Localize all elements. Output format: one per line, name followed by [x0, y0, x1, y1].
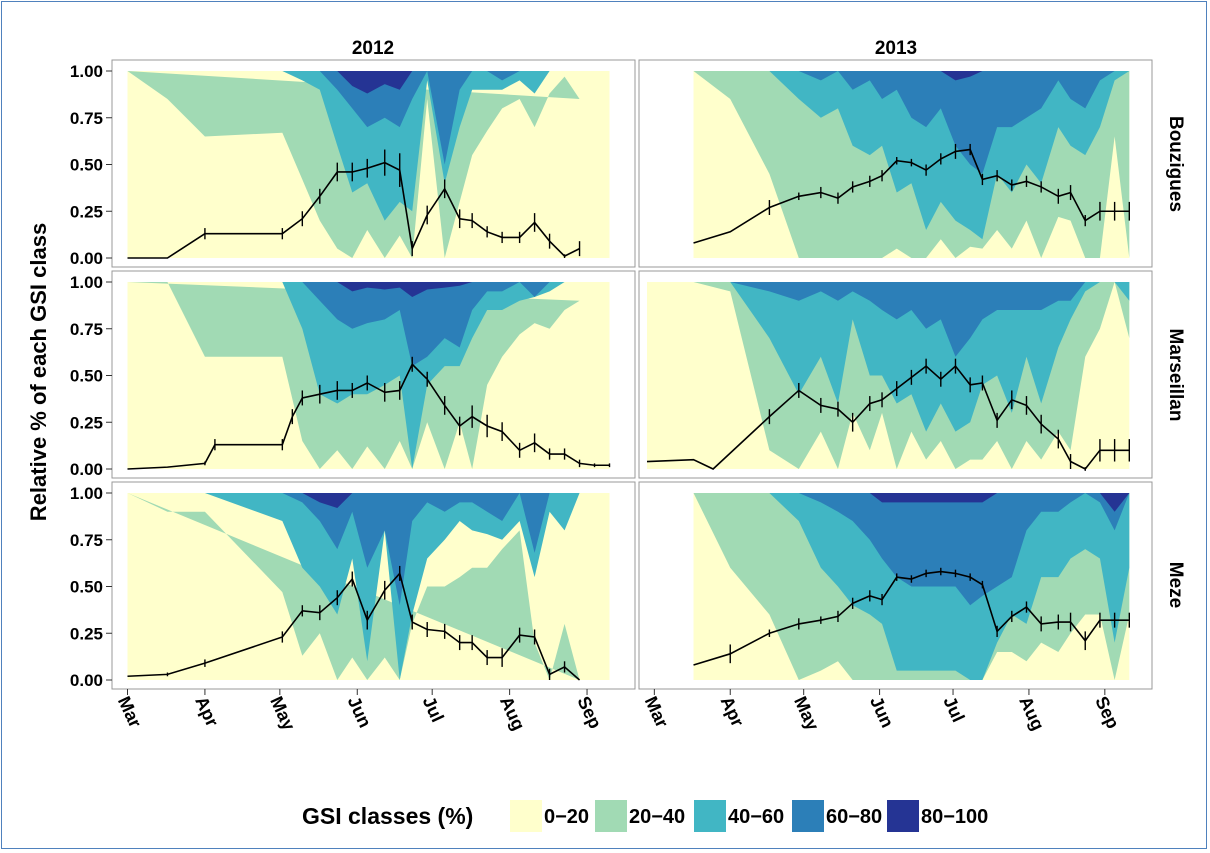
area-class-60-80 [647, 282, 1130, 357]
y-tick-label: 0.00 [70, 249, 103, 268]
year-strip-2012: 2012 [352, 38, 394, 59]
y-tick-label: 1.00 [70, 62, 103, 81]
mean-gsi-line [693, 148, 1130, 244]
area-class-20-40 [127, 493, 580, 680]
panel-2013-bouzigues [638, 59, 1153, 268]
x-ticks: Mar Apr May Jun Jul Aug Sep Mar Apr May Jun Jul Aug S… [114, 689, 1123, 733]
x-tick-label: May [790, 693, 823, 733]
y-axis-label: Relative % of each GSI class [26, 223, 51, 521]
legend-label: 80−100 [921, 806, 988, 828]
area-class-40-60 [127, 71, 580, 221]
legend-label: 20−40 [629, 806, 685, 828]
y-tick-label: 0.00 [70, 460, 103, 479]
legend-swatch [510, 800, 542, 832]
site-strip-bouzigues: Bouzigues [1165, 116, 1186, 212]
area-class-80-100 [127, 71, 580, 94]
x-tick-label: Mar [641, 693, 673, 730]
x-tick-label: Jul [419, 693, 448, 725]
area-class-80-100 [127, 282, 580, 297]
panel-2013-meze [638, 481, 1153, 690]
x-tick-label: Jul [939, 693, 968, 725]
legend-swatch [595, 800, 627, 832]
panel-2012-meze [111, 481, 636, 690]
panels-layer [111, 59, 1153, 690]
y-tick-label: 1.00 [70, 484, 103, 503]
y-tick-label: 0.00 [70, 671, 103, 690]
x-tick-label: Aug [1015, 693, 1048, 733]
y-tick-label: 0.75 [70, 109, 103, 128]
legend-label: 0−20 [544, 806, 589, 828]
site-strip-meze: Meze [1165, 562, 1186, 608]
area-class-60-80 [127, 71, 580, 165]
area-class-60-80 [693, 493, 1130, 606]
legend-swatch [792, 800, 824, 832]
y-tick-label: 0.25 [70, 202, 103, 221]
site-strip-marseillan: Marseillan [1165, 329, 1186, 422]
area-class-60-80 [127, 493, 580, 606]
x-tick-label: Sep [573, 693, 605, 731]
y-tick-label: 1.00 [70, 273, 103, 292]
x-tick-label: Aug [496, 693, 529, 733]
x-tick-label: Sep [1091, 693, 1123, 731]
panel-2012-bouzigues [111, 59, 636, 268]
y-tick-label: 0.75 [70, 531, 103, 550]
panel-2013-marseillan [638, 270, 1153, 479]
mean-gsi-line [693, 570, 1130, 666]
area-class-60-80 [693, 71, 1130, 174]
x-tick-label: Jun [866, 693, 898, 730]
legend-swatch [694, 800, 726, 832]
legend-swatch [887, 800, 919, 832]
y-tick-label: 0.50 [70, 367, 103, 386]
x-tick-label: Jun [344, 693, 376, 730]
x-tick-label: Mar [114, 693, 146, 730]
legend-label: 40−60 [728, 806, 784, 828]
y-ticks: 0.00 0.25 0.50 0.75 1.00 0.00 0.25 0.50 0.75 1.00… [70, 62, 112, 690]
year-strip-2013: 2013 [875, 38, 917, 59]
x-tick-label: Apr [191, 693, 222, 730]
y-tick-label: 0.50 [70, 578, 103, 597]
area-class-80-100 [693, 493, 1130, 512]
x-tick-label: May [266, 693, 299, 733]
y-tick-label: 0.50 [70, 156, 103, 175]
legend-items: 0−20 20−40 40−60 60−80 80−100 [510, 800, 988, 832]
legend: GSI classes (%) 0−20 20−40 40−60 60−80 80−10… [302, 800, 988, 832]
x-tick-label: Apr [717, 693, 748, 730]
area-class-60-80 [127, 282, 580, 367]
y-tick-label: 0.75 [70, 320, 103, 339]
y-tick-label: 0.25 [70, 413, 103, 432]
y-tick-label: 0.25 [70, 624, 103, 643]
panel-2012-marseillan [111, 270, 636, 479]
area-class-40-60 [647, 282, 1130, 432]
area-class-40-60 [127, 282, 580, 469]
legend-label: 60−80 [826, 806, 882, 828]
legend-title: GSI classes (%) [302, 803, 473, 829]
